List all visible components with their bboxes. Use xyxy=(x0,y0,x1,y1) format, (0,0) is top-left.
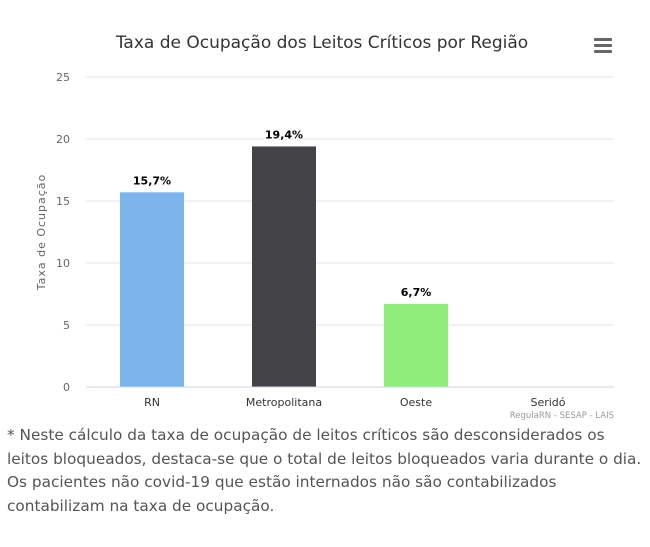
y-axis-title: Taxa de Ocupação xyxy=(35,174,48,292)
y-tick-label: 25 xyxy=(56,71,70,84)
bar-rn[interactable] xyxy=(120,192,184,387)
y-tick-label: 15 xyxy=(56,195,70,208)
x-tick-label: RN xyxy=(144,396,160,409)
chart-title: Taxa de Ocupação dos Leitos Críticos por… xyxy=(115,33,528,53)
data-labels: 15,7% 19,4% 6,7% xyxy=(132,127,432,299)
hamburger-menu-icon[interactable] xyxy=(592,36,614,56)
x-tick-label: Oeste xyxy=(400,396,432,409)
data-label: 19,4% xyxy=(265,128,303,141)
footnote: * Neste cálculo da taxa de ocupação de l… xyxy=(7,426,642,515)
x-tick-label: Metropolitana xyxy=(246,396,322,409)
data-label: 15,7% xyxy=(133,174,171,187)
y-tick-label: 0 xyxy=(63,381,70,394)
chart-container: Taxa de Ocupação dos Leitos Críticos por… xyxy=(35,33,614,421)
bars xyxy=(120,146,448,387)
bar-metropolitana[interactable] xyxy=(252,146,316,387)
y-tick-label: 10 xyxy=(56,257,70,270)
chart-credits[interactable]: RegulaRN - SESAP - LAIS xyxy=(510,411,614,421)
x-axis-ticks: RN Metropolitana Oeste Seridó xyxy=(144,396,566,409)
bar-oeste[interactable] xyxy=(384,303,448,387)
x-tick-label: Seridó xyxy=(530,396,565,409)
y-tick-label: 20 xyxy=(56,133,70,146)
y-axis-ticks: 0 5 10 15 20 25 xyxy=(56,71,70,394)
bar-chart: Taxa de Ocupação dos Leitos Críticos por… xyxy=(35,33,614,421)
data-label: 6,7% xyxy=(401,286,432,299)
y-tick-label: 5 xyxy=(63,319,70,332)
